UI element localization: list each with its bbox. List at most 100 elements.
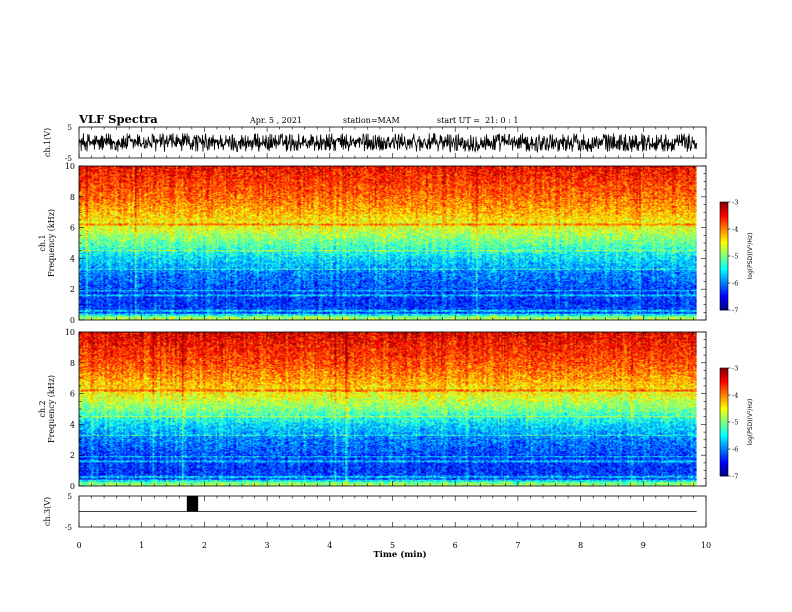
start-time-label: start UT = 21: 0 : 1	[437, 116, 518, 125]
ch1-colorbar-step	[720, 288, 728, 291]
ch3-ylabel: ch.3(V)	[43, 497, 52, 526]
ch3-ytick-top: 5	[67, 492, 72, 501]
ch1-colorbar-step	[720, 281, 728, 284]
ch2-colorbar-step	[720, 378, 728, 381]
ch1-colorbar-step	[720, 283, 728, 286]
ch2-colorbar-step	[720, 396, 728, 399]
ch1-colorbar-step	[720, 250, 728, 253]
ch1-colorbar-step	[720, 286, 728, 289]
ch1-colorbar: -3 -4 -5 -6 -7 log(PSD)(V²/Hz)	[719, 199, 754, 315]
ch2-colorbar-step	[720, 409, 728, 412]
ch2-spectrogram-panel: 0 2 4 6 8 10 ch.2 Frequency (kHz) -3 -4 -5 -6 -7 l…	[38, 328, 754, 491]
ch2-colorbar-step	[720, 400, 728, 403]
x-tick-label-10: 10	[701, 541, 711, 550]
ch2-colorbar-step	[720, 450, 728, 453]
ch2-colorbar-step	[720, 368, 728, 371]
ch2-colorbar-step	[720, 386, 728, 389]
ch1-waveform-x-ticks	[78, 127, 707, 158]
ch2-colorbar-step	[720, 441, 728, 444]
ch2-colorbar-step	[720, 440, 728, 443]
ch1-colorbar-step	[720, 203, 728, 206]
ch2-colorbar-step	[720, 432, 728, 435]
ch1-colorbar-tick-label--4: -4	[732, 226, 738, 234]
ch1-colorbar-step	[720, 299, 728, 302]
ch2-colorbar-step	[720, 431, 728, 434]
ch1-spectrogram-ytick-label-6: 6	[70, 224, 75, 233]
ch2-colorbar-step	[720, 404, 728, 407]
x-axis-label: Time (min)	[373, 549, 426, 560]
x-tick-label-7: 7	[515, 541, 520, 550]
ch2-colorbar-step	[720, 391, 728, 394]
ch2-colorbar-step	[720, 420, 728, 423]
ch1-colorbar-step	[720, 232, 728, 235]
ch1-colorbar-label: log(PSD)(V²/Hz)	[747, 233, 754, 280]
ch1-spectrogram-ytick-label-4: 4	[70, 254, 75, 263]
ch2-colorbar-step	[720, 470, 728, 473]
ch1-colorbar-step	[720, 257, 728, 260]
x-tick-label-9: 9	[641, 541, 646, 550]
ch2-colorbar-step	[720, 373, 728, 376]
ch1-waveform-panel: 5 -5 ch.1(V)	[43, 123, 707, 163]
date-label: Apr. 5 , 2021	[249, 116, 302, 125]
ch1-colorbar-step	[720, 295, 728, 298]
ch2-spectrogram-ytick-label-0: 0	[70, 482, 75, 491]
ch1-colorbar-step	[720, 292, 728, 295]
ch2-colorbar-label: log(PSD)(V²/Hz)	[747, 399, 754, 446]
ch1-ylabel: ch.1(V)	[43, 128, 52, 157]
ch2-colorbar-step	[720, 411, 728, 414]
ch2-colorbar-step	[720, 438, 728, 441]
ch1-colorbar-step	[720, 216, 728, 219]
ch1-colorbar-step	[720, 202, 728, 205]
ch1-colorbar-step	[720, 297, 728, 300]
ch1-colorbar-step	[720, 252, 728, 255]
ch1-colorbar-step	[720, 277, 728, 280]
ch1-colorbar-step	[720, 272, 728, 275]
ch2-colorbar-step	[720, 395, 728, 398]
ch1-colorbar-step	[720, 263, 728, 266]
ch2-colorbar-step	[720, 371, 728, 374]
ch2-colorbar-step	[720, 452, 728, 455]
ch1-spectrogram-ytick-label-8: 8	[70, 193, 75, 202]
ch1-colorbar-step	[720, 247, 728, 250]
ch2-colorbar-step	[720, 474, 728, 477]
ch1-colorbar-step	[720, 245, 728, 248]
ch1-colorbar-step	[720, 223, 728, 226]
ch1-colorbar-step	[720, 243, 728, 246]
ch1-colorbar-step	[720, 302, 728, 305]
ch2-colorbar-step	[720, 398, 728, 401]
ch2-colorbar-step	[720, 416, 728, 419]
ch1-colorbar-step	[720, 306, 728, 309]
ch2-colorbar-step	[720, 369, 728, 372]
ch1-colorbar-step	[720, 218, 728, 221]
ch1-colorbar-step	[720, 227, 728, 230]
ch1-colorbar-step	[720, 304, 728, 307]
ch1-colorbar-step	[720, 265, 728, 268]
ch1-colorbar-step	[720, 266, 728, 269]
ch2-colorbar-step	[720, 387, 728, 390]
x-tick-label-5: 5	[390, 541, 395, 550]
ch2-colorbar: -3 -4 -5 -6 -7 log(PSD)(V²/Hz)	[719, 365, 754, 481]
ch1-spectrogram-image	[79, 166, 697, 320]
ch1-colorbar-tick-label--5: -5	[732, 253, 738, 261]
ch2-spectrogram-y-axis: 0 2 4 6 8 10	[65, 328, 706, 491]
x-tick-label-3: 3	[265, 541, 270, 550]
ch1-colorbar-step	[720, 284, 728, 287]
x-tick-label-6: 6	[453, 541, 458, 550]
ch1-colorbar-step	[720, 256, 728, 259]
ch1-ytick-bottom: -5	[65, 154, 73, 163]
ch2-spectrogram-ytick-label-6: 6	[70, 390, 75, 399]
ch2-colorbar-tick-label--7: -7	[732, 473, 738, 481]
ch1-spectrogram-ytick-label-0: 0	[70, 316, 75, 325]
ch2-colorbar-step	[720, 465, 728, 468]
ch2-colorbar-step	[720, 436, 728, 439]
ch2-spectrogram-ytick-label-10: 10	[65, 328, 75, 337]
x-tick-label-0: 0	[76, 541, 81, 550]
station-label: station=MAM	[343, 116, 400, 125]
x-tick-label-8: 8	[578, 541, 583, 550]
ch2-colorbar-step	[720, 458, 728, 461]
ch1-colorbar-step	[720, 248, 728, 251]
ch1-colorbar-step	[720, 205, 728, 208]
ch1-colorbar-step	[720, 308, 728, 311]
ch2-colorbar-step	[720, 425, 728, 428]
